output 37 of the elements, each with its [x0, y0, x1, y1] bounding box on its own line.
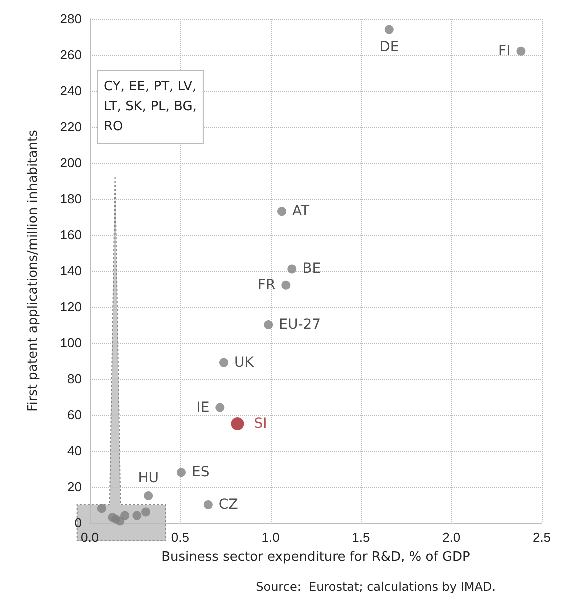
- x-tick-label: 0.5: [171, 530, 190, 545]
- annotation: CY, EE, PT, LV, LT, SK, PL, BG, RO: [104, 80, 197, 134]
- source-note: Source: Eurostat; calculations by IMAD.: [256, 580, 496, 594]
- data-label: FR: [258, 277, 276, 294]
- y-tick-label: 80: [68, 372, 82, 386]
- x-axis-title: Business sector expenditure for R&D, % of GDP: [162, 550, 471, 565]
- data-label: CZ: [218, 497, 238, 513]
- y-tick-label: 120: [60, 300, 82, 314]
- y-tick-label: 20: [68, 480, 82, 494]
- y-tick-label: 100: [60, 336, 82, 350]
- y-tick-label: 240: [60, 84, 82, 98]
- data-label: EU-27: [279, 317, 322, 333]
- y-tick-label: 160: [60, 228, 82, 242]
- data-label: DE: [380, 39, 400, 56]
- data-label: BE: [302, 261, 322, 278]
- y-tick-label: 140: [60, 264, 82, 278]
- y-tick-label: 60: [68, 408, 82, 422]
- data-label: ES: [192, 464, 210, 481]
- y-tick-label: 200: [60, 156, 82, 170]
- data-label: AT: [292, 204, 310, 220]
- data-label: UK: [234, 354, 255, 371]
- y-tick-label: 40: [68, 444, 82, 458]
- y-tick-label: 260: [60, 48, 82, 62]
- y-axis-title: First patent applications/million inhabitants: [26, 130, 41, 412]
- x-tick-label: 1.5: [352, 530, 370, 545]
- x-tick-label: 2.5: [532, 530, 552, 545]
- x-tick-label: 0.0: [80, 530, 100, 545]
- y-tick-label: 180: [60, 192, 82, 206]
- y-tick-label: 280: [60, 12, 82, 26]
- data-label: FI: [498, 43, 511, 60]
- x-tick-label: 1.0: [262, 530, 280, 545]
- x-tick-label: 2.0: [442, 530, 461, 545]
- y-tick-label: 0: [74, 516, 82, 530]
- data-label: SI: [254, 416, 268, 432]
- y-tick-label: 220: [60, 120, 82, 134]
- data-label: IE: [196, 400, 210, 416]
- data-label: HU: [138, 470, 159, 486]
